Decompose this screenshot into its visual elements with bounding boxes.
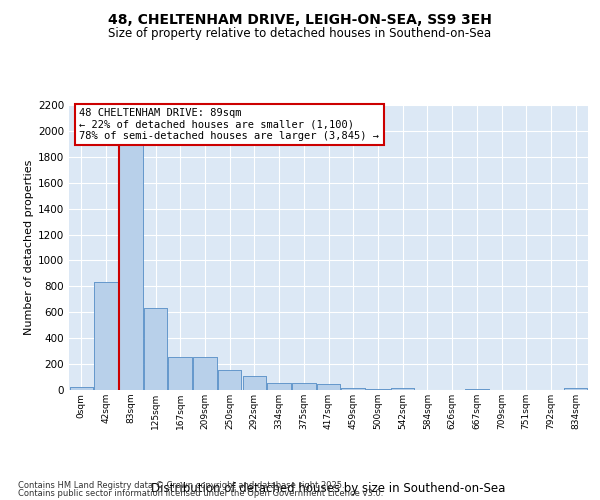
Bar: [70, 387, 93, 390]
Bar: [317, 384, 340, 390]
Bar: [268, 383, 291, 390]
Bar: [341, 388, 365, 390]
Bar: [144, 308, 167, 390]
X-axis label: Distribution of detached houses by size in Southend-on-Sea: Distribution of detached houses by size …: [151, 482, 506, 495]
Bar: [169, 356, 192, 390]
Text: 48, CHELTENHAM DRIVE, LEIGH-ON-SEA, SS9 3EH: 48, CHELTENHAM DRIVE, LEIGH-ON-SEA, SS9 …: [108, 12, 492, 26]
Text: 48 CHELTENHAM DRIVE: 89sqm
← 22% of detached houses are smaller (1,100)
78% of s: 48 CHELTENHAM DRIVE: 89sqm ← 22% of deta…: [79, 108, 379, 141]
Bar: [242, 376, 266, 390]
Text: Contains public sector information licensed under the Open Government Licence v3: Contains public sector information licen…: [18, 488, 383, 498]
Bar: [193, 356, 217, 390]
Bar: [268, 383, 291, 390]
Text: Contains HM Land Registry data © Crown copyright and database right 2025.: Contains HM Land Registry data © Crown c…: [18, 481, 344, 490]
Bar: [292, 383, 316, 390]
Bar: [169, 356, 192, 390]
Bar: [564, 388, 587, 390]
Bar: [119, 138, 143, 390]
Y-axis label: Number of detached properties: Number of detached properties: [24, 160, 34, 335]
Bar: [218, 370, 241, 390]
Bar: [292, 383, 316, 390]
Bar: [242, 376, 266, 390]
Bar: [193, 356, 217, 390]
Bar: [317, 384, 340, 390]
Bar: [218, 370, 241, 390]
Bar: [94, 282, 118, 390]
Bar: [119, 138, 143, 390]
Bar: [70, 387, 93, 390]
Bar: [144, 308, 167, 390]
Bar: [564, 388, 587, 390]
Bar: [391, 388, 415, 390]
Bar: [341, 388, 365, 390]
Text: Size of property relative to detached houses in Southend-on-Sea: Size of property relative to detached ho…: [109, 28, 491, 40]
Bar: [94, 282, 118, 390]
Bar: [391, 388, 415, 390]
